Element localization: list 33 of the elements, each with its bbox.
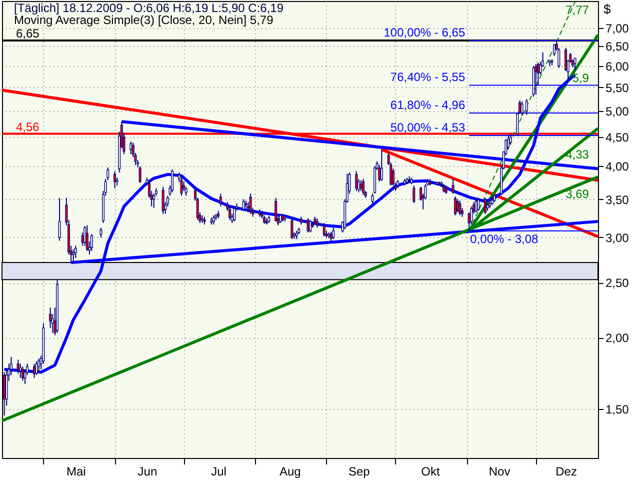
x-tick-label: Nov <box>488 464 510 478</box>
series-label: 61,80% - 4,96 <box>390 98 466 112</box>
series-label: 0,00% - 3,08 <box>470 232 539 246</box>
y-tick-label: 6,00 <box>606 59 630 74</box>
series-label: 50,00% - 4,53 <box>390 120 466 134</box>
ref-line-label: 4,56 <box>16 120 40 134</box>
y-tick-label: 7,00 <box>606 21 630 36</box>
y-tick-label: 3,50 <box>606 192 630 207</box>
y-axis-title: $ <box>604 2 612 16</box>
data-label: 3,69 <box>566 187 590 202</box>
text: Moving Average Simple(3) [Close, 20, Nein] 5,79 <box>14 13 274 27</box>
x-tick-label: Jul <box>211 464 226 478</box>
x-tick-label: Sep <box>348 464 370 478</box>
series-label: 100,00% - 6,65 <box>384 25 466 40</box>
data-label: 5,9 <box>572 71 590 86</box>
y-tick-label: 4,50 <box>606 130 630 145</box>
y-tick-label: 3,00 <box>606 230 630 245</box>
y-tick-label: 2,50 <box>606 276 630 290</box>
y-tick-label: 6,50 <box>606 40 630 54</box>
y-tick-label: 2,00 <box>606 331 630 346</box>
chart-title: [Täglich] 18.12.2009 - O:6,06 H:6,19 L:5,90 C:6,19 <box>14 1 284 15</box>
x-tick-label: Mai <box>66 464 86 478</box>
y-tick-label: 4,00 <box>606 160 630 174</box>
series-label: 76,40% - 5,55 <box>390 70 466 84</box>
x-tick-label: Aug <box>279 464 301 478</box>
ref-line-label: 6,65 <box>16 26 40 40</box>
x-tick-label: Jun <box>138 464 158 478</box>
x-tick-label: Dez <box>556 464 577 478</box>
x-tick-label: Okt <box>421 464 441 478</box>
data-label: 7,77 <box>566 2 590 17</box>
y-tick-label: 5,50 <box>606 80 630 95</box>
y-tick-label: 1,50 <box>606 402 630 416</box>
y-tick-label: 5,00 <box>606 104 630 119</box>
